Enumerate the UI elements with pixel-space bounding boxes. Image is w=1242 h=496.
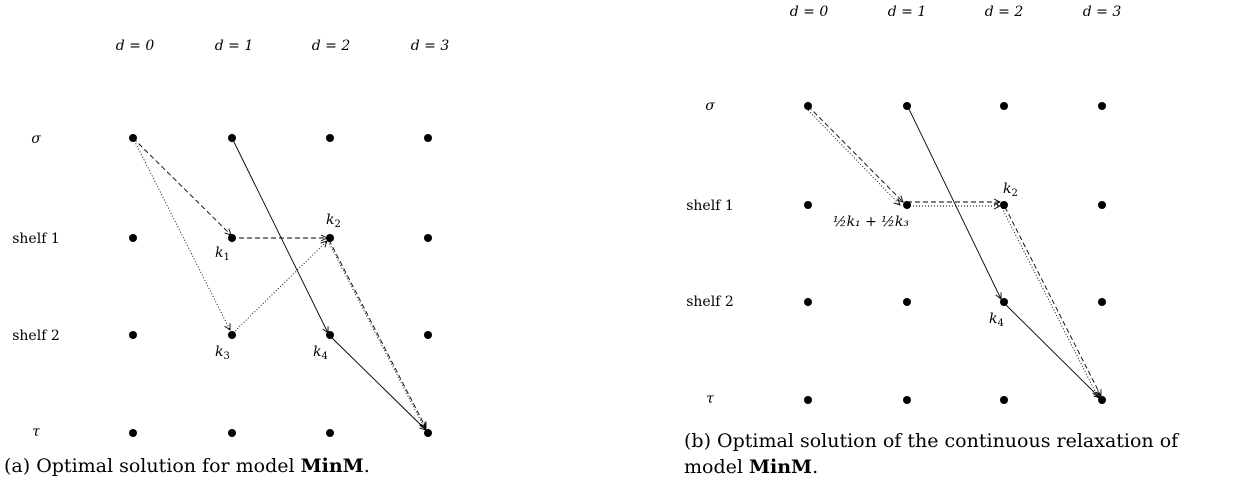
panel-b-nodes [804, 102, 1106, 404]
node-label-k3: k3 [215, 344, 230, 362]
panel-b: d = 0 d = 1 d = 2 d = 3 σ shelf 1 shelf … [684, 4, 1180, 478]
node-b-sigma-d1 [903, 102, 911, 110]
edge-solid-k4-tau [1003, 302, 1101, 399]
panel-a-nodes [129, 134, 432, 437]
node-a-shelf2-d1 [228, 331, 236, 339]
node-a-tau-d0 [129, 429, 137, 437]
node-b-shelf2-d3 [1098, 298, 1106, 306]
edge-dashed-k2-tau [1004, 206, 1102, 397]
col-header-d1: d = 1 [888, 4, 927, 20]
edge-dotted-k2-tau [327, 240, 426, 430]
edge-solid-k4-tau [329, 335, 427, 431]
row-label-sigma: σ [31, 131, 41, 147]
node-label-k1: k1 [215, 245, 230, 263]
node-b-tau-d0 [804, 396, 812, 404]
edge-dotted-k3-k2 [232, 240, 328, 334]
node-label-k2: k2 [1003, 181, 1018, 199]
node-a-sigma-d1 [228, 134, 236, 142]
node-b-sigma-d3 [1098, 102, 1106, 110]
node-a-sigma-d2 [326, 134, 334, 142]
row-label-tau: τ [706, 391, 714, 407]
edge-dotted-k2-tau [1001, 207, 1099, 398]
row-label-shelf1: shelf 1 [686, 198, 734, 214]
panel-a-edges [132, 137, 427, 431]
node-b-shelf1-d0 [804, 201, 812, 209]
node-a-tau-d1 [228, 429, 236, 437]
node-label-k4: k4 [989, 311, 1004, 329]
caption-b-line1: (b) Optimal solution of the continuous r… [684, 430, 1180, 452]
node-label-k4: k4 [313, 344, 328, 362]
caption-a: (a) Optimal solution for model MinM. [4, 455, 370, 477]
edge-dashed-sigma-k1 [132, 137, 232, 236]
col-header-d0: d = 0 [116, 38, 155, 54]
node-b-shelf1-d3 [1098, 201, 1106, 209]
node-b-sigma-d0 [804, 102, 812, 110]
caption-b-line2: model MinM. [684, 456, 818, 478]
node-b-tau-d3 [1098, 396, 1106, 404]
node-a-shelf2-d2 [326, 331, 334, 339]
node-b-sigma-d2 [1000, 102, 1008, 110]
row-label-tau: τ [32, 424, 40, 440]
edge-dotted-sigma-frac [805, 107, 901, 206]
node-b-tau-d1 [903, 396, 911, 404]
col-header-d3: d = 3 [411, 38, 450, 54]
node-b-shelf1-d2 [1000, 201, 1008, 209]
panel-b-edges [805, 105, 1102, 399]
node-a-tau-d3 [424, 429, 432, 437]
node-b-shelf2-d0 [804, 298, 812, 306]
edge-dashed-sigma-frac [807, 105, 904, 203]
col-header-d2: d = 2 [985, 4, 1024, 20]
row-label-shelf2: shelf 2 [12, 328, 60, 344]
node-b-shelf2-d2 [1000, 298, 1008, 306]
edge-solid-sigma-k4 [907, 106, 1002, 300]
edge-solid-sigma-k4 [232, 139, 329, 334]
col-header-d1: d = 1 [215, 38, 254, 54]
node-a-shelf2-d0 [129, 331, 137, 339]
col-header-d0: d = 0 [790, 4, 829, 20]
node-a-shelf1-d0 [129, 234, 137, 242]
node-b-shelf1-d1 [903, 201, 911, 209]
row-label-shelf1: shelf 1 [12, 231, 60, 247]
node-a-shelf1-d1 [228, 234, 236, 242]
col-header-d2: d = 2 [312, 38, 351, 54]
node-label-k2: k2 [326, 212, 341, 230]
node-a-shelf1-d2 [326, 234, 334, 242]
node-a-tau-d2 [326, 429, 334, 437]
edge-dotted-sigma-k3 [132, 137, 231, 331]
col-header-d3: d = 3 [1083, 4, 1122, 20]
row-label-shelf2: shelf 2 [686, 294, 734, 310]
node-label-fraction: ½k₁ + ½k₃ [833, 214, 909, 230]
node-a-shelf2-d3 [424, 331, 432, 339]
node-a-sigma-d3 [424, 134, 432, 142]
node-a-sigma-d0 [129, 134, 137, 142]
row-label-sigma: σ [705, 98, 715, 114]
edge-dashed-k2-tau [328, 239, 427, 429]
node-a-shelf1-d3 [424, 234, 432, 242]
node-b-shelf2-d1 [903, 298, 911, 306]
node-b-tau-d2 [1000, 396, 1008, 404]
panel-a: d = 0 d = 1 d = 2 d = 3 σ shelf 1 shelf … [4, 38, 449, 477]
